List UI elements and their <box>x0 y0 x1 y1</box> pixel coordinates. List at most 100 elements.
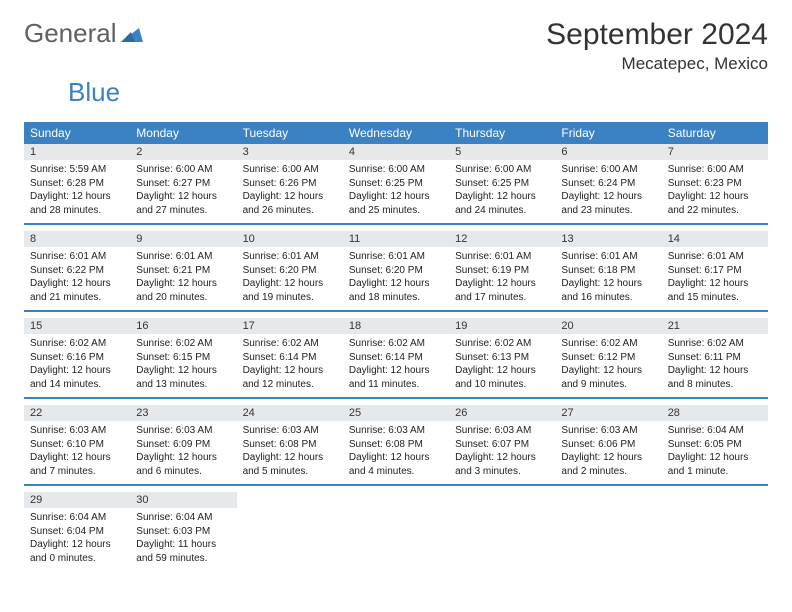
day-cell: 7Sunrise: 6:00 AMSunset: 6:23 PMDaylight… <box>662 144 768 223</box>
sunset-text: Sunset: 6:25 PM <box>349 177 443 191</box>
day-body: Sunrise: 6:02 AMSunset: 6:15 PMDaylight:… <box>130 334 236 397</box>
month-title: September 2024 <box>546 18 768 52</box>
daylight-text-1: Daylight: 12 hours <box>455 451 549 465</box>
sunrise-text: Sunrise: 6:02 AM <box>349 337 443 351</box>
daylight-text-2: and 26 minutes. <box>243 204 337 218</box>
daylight-text-1: Daylight: 12 hours <box>136 451 230 465</box>
sunrise-text: Sunrise: 6:01 AM <box>668 250 762 264</box>
day-body: Sunrise: 6:02 AMSunset: 6:16 PMDaylight:… <box>24 334 130 397</box>
sunrise-text: Sunrise: 6:03 AM <box>561 424 655 438</box>
sunrise-text: Sunrise: 6:00 AM <box>136 163 230 177</box>
day-cell: 24Sunrise: 6:03 AMSunset: 6:08 PMDayligh… <box>237 405 343 484</box>
daylight-text-2: and 9 minutes. <box>561 378 655 392</box>
day-cell: 1Sunrise: 5:59 AMSunset: 6:28 PMDaylight… <box>24 144 130 223</box>
daylight-text-1: Daylight: 12 hours <box>668 190 762 204</box>
sunset-text: Sunset: 6:21 PM <box>136 264 230 278</box>
daylight-text-1: Daylight: 12 hours <box>668 364 762 378</box>
day-cell: 29Sunrise: 6:04 AMSunset: 6:04 PMDayligh… <box>24 492 130 571</box>
daylight-text-1: Daylight: 12 hours <box>243 364 337 378</box>
day-cell: 6Sunrise: 6:00 AMSunset: 6:24 PMDaylight… <box>555 144 661 223</box>
sunrise-text: Sunrise: 6:03 AM <box>243 424 337 438</box>
daylight-text-1: Daylight: 12 hours <box>30 364 124 378</box>
day-cell: 4Sunrise: 6:00 AMSunset: 6:25 PMDaylight… <box>343 144 449 223</box>
daylight-text-2: and 11 minutes. <box>349 378 443 392</box>
week-row: 29Sunrise: 6:04 AMSunset: 6:04 PMDayligh… <box>24 492 768 571</box>
day-cell: 26Sunrise: 6:03 AMSunset: 6:07 PMDayligh… <box>449 405 555 484</box>
day-cell: 5Sunrise: 6:00 AMSunset: 6:25 PMDaylight… <box>449 144 555 223</box>
day-body: Sunrise: 6:01 AMSunset: 6:19 PMDaylight:… <box>449 247 555 310</box>
weeks-container: 1Sunrise: 5:59 AMSunset: 6:28 PMDaylight… <box>24 144 768 571</box>
sunset-text: Sunset: 6:27 PM <box>136 177 230 191</box>
day-number: 1 <box>24 144 130 160</box>
day-body: Sunrise: 6:03 AMSunset: 6:09 PMDaylight:… <box>130 421 236 484</box>
daylight-text-1: Daylight: 12 hours <box>243 277 337 291</box>
sunrise-text: Sunrise: 6:04 AM <box>136 511 230 525</box>
day-body: Sunrise: 6:03 AMSunset: 6:07 PMDaylight:… <box>449 421 555 484</box>
day-body: Sunrise: 6:04 AMSunset: 6:04 PMDaylight:… <box>24 508 130 571</box>
sunset-text: Sunset: 6:23 PM <box>668 177 762 191</box>
day-number: 12 <box>449 231 555 247</box>
day-cell: 21Sunrise: 6:02 AMSunset: 6:11 PMDayligh… <box>662 318 768 397</box>
day-cell <box>237 492 343 571</box>
day-cell: 14Sunrise: 6:01 AMSunset: 6:17 PMDayligh… <box>662 231 768 310</box>
day-body: Sunrise: 6:02 AMSunset: 6:12 PMDaylight:… <box>555 334 661 397</box>
weekday-sun: Sunday <box>24 122 130 144</box>
logo: General <box>24 18 145 49</box>
day-number: 13 <box>555 231 661 247</box>
sunset-text: Sunset: 6:20 PM <box>349 264 443 278</box>
day-body: Sunrise: 6:03 AMSunset: 6:08 PMDaylight:… <box>343 421 449 484</box>
logo-text-general: General <box>24 18 117 49</box>
day-body: Sunrise: 6:04 AMSunset: 6:05 PMDaylight:… <box>662 421 768 484</box>
weekday-thu: Thursday <box>449 122 555 144</box>
day-body: Sunrise: 6:01 AMSunset: 6:22 PMDaylight:… <box>24 247 130 310</box>
logo-text-blue: Blue <box>68 77 768 108</box>
day-body: Sunrise: 6:00 AMSunset: 6:25 PMDaylight:… <box>343 160 449 223</box>
sunset-text: Sunset: 6:05 PM <box>668 438 762 452</box>
day-body: Sunrise: 6:00 AMSunset: 6:23 PMDaylight:… <box>662 160 768 223</box>
sunrise-text: Sunrise: 6:01 AM <box>136 250 230 264</box>
week-row: 1Sunrise: 5:59 AMSunset: 6:28 PMDaylight… <box>24 144 768 225</box>
calendar-grid: Sunday Monday Tuesday Wednesday Thursday… <box>24 122 768 571</box>
day-body: Sunrise: 6:03 AMSunset: 6:10 PMDaylight:… <box>24 421 130 484</box>
daylight-text-1: Daylight: 12 hours <box>561 364 655 378</box>
day-body: Sunrise: 6:02 AMSunset: 6:11 PMDaylight:… <box>662 334 768 397</box>
daylight-text-1: Daylight: 12 hours <box>136 364 230 378</box>
day-number: 10 <box>237 231 343 247</box>
day-body: Sunrise: 6:01 AMSunset: 6:21 PMDaylight:… <box>130 247 236 310</box>
daylight-text-2: and 3 minutes. <box>455 465 549 479</box>
day-number: 3 <box>237 144 343 160</box>
weekday-wed: Wednesday <box>343 122 449 144</box>
sunrise-text: Sunrise: 6:00 AM <box>243 163 337 177</box>
day-number: 9 <box>130 231 236 247</box>
daylight-text-2: and 15 minutes. <box>668 291 762 305</box>
sunrise-text: Sunrise: 6:01 AM <box>349 250 443 264</box>
day-cell: 9Sunrise: 6:01 AMSunset: 6:21 PMDaylight… <box>130 231 236 310</box>
daylight-text-2: and 22 minutes. <box>668 204 762 218</box>
daylight-text-1: Daylight: 12 hours <box>668 451 762 465</box>
daylight-text-1: Daylight: 12 hours <box>30 451 124 465</box>
daylight-text-1: Daylight: 12 hours <box>136 277 230 291</box>
daylight-text-2: and 1 minute. <box>668 465 762 479</box>
sunrise-text: Sunrise: 6:01 AM <box>243 250 337 264</box>
weekday-tue: Tuesday <box>237 122 343 144</box>
sunrise-text: Sunrise: 6:00 AM <box>349 163 443 177</box>
sunset-text: Sunset: 6:10 PM <box>30 438 124 452</box>
daylight-text-1: Daylight: 12 hours <box>455 277 549 291</box>
sunrise-text: Sunrise: 6:04 AM <box>30 511 124 525</box>
daylight-text-1: Daylight: 12 hours <box>561 190 655 204</box>
sunrise-text: Sunrise: 6:00 AM <box>668 163 762 177</box>
daylight-text-2: and 16 minutes. <box>561 291 655 305</box>
title-block: September 2024 Mecatepec, Mexico <box>546 18 768 74</box>
sunrise-text: Sunrise: 5:59 AM <box>30 163 124 177</box>
sunrise-text: Sunrise: 6:04 AM <box>668 424 762 438</box>
day-cell: 3Sunrise: 6:00 AMSunset: 6:26 PMDaylight… <box>237 144 343 223</box>
day-cell: 18Sunrise: 6:02 AMSunset: 6:14 PMDayligh… <box>343 318 449 397</box>
daylight-text-2: and 28 minutes. <box>30 204 124 218</box>
sunrise-text: Sunrise: 6:02 AM <box>136 337 230 351</box>
weekday-sat: Saturday <box>662 122 768 144</box>
day-cell: 25Sunrise: 6:03 AMSunset: 6:08 PMDayligh… <box>343 405 449 484</box>
sunrise-text: Sunrise: 6:02 AM <box>455 337 549 351</box>
daylight-text-2: and 0 minutes. <box>30 552 124 566</box>
day-cell <box>555 492 661 571</box>
day-body: Sunrise: 6:03 AMSunset: 6:08 PMDaylight:… <box>237 421 343 484</box>
